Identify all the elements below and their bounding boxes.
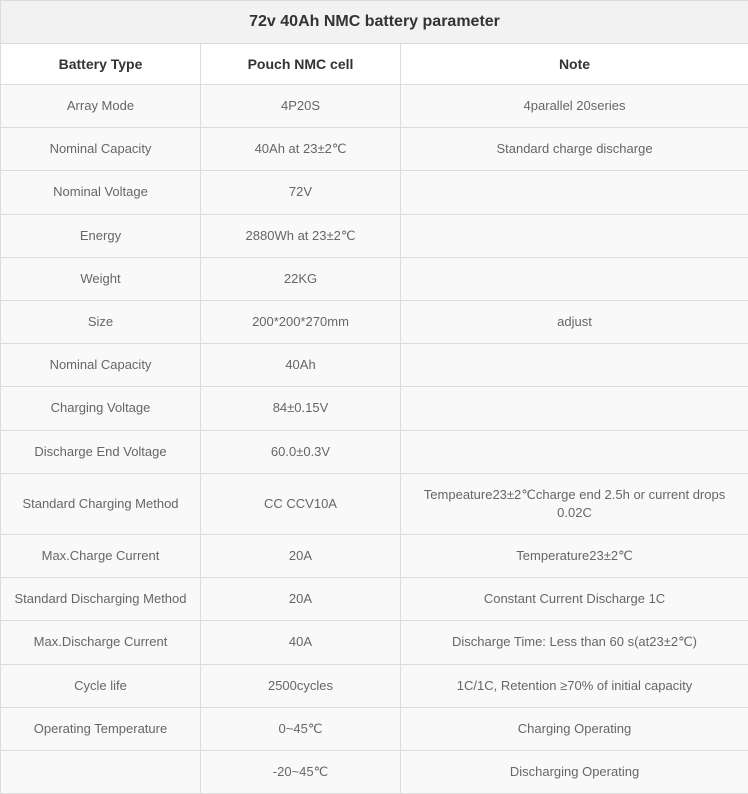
param-value-cell: 200*200*270mm: [201, 300, 401, 343]
param-name-cell: Cycle life: [1, 664, 201, 707]
param-note-cell: 1C/1C, Retention ≥70% of initial capacit…: [401, 664, 748, 707]
battery-parameter-table: 72v 40Ah NMC battery parameter Battery T…: [0, 0, 748, 794]
table-row: Energy 2880Wh at 23±2℃: [1, 214, 748, 257]
param-value-cell: 4P20S: [201, 85, 401, 128]
table-row: Max.Charge Current 20A Temperature23±2℃: [1, 535, 748, 578]
param-note-cell: Constant Current Discharge 1C: [401, 578, 748, 621]
header-cell: Note: [401, 44, 748, 85]
table-header-row: Battery Type Pouch NMC cell Note: [1, 44, 748, 85]
param-value-cell: 20A: [201, 535, 401, 578]
table-title-row: 72v 40Ah NMC battery parameter: [1, 1, 748, 44]
param-name-cell: Nominal Capacity: [1, 344, 201, 387]
table-row: Nominal Capacity 40Ah at 23±2℃ Standard …: [1, 128, 748, 171]
param-name-cell: Charging Voltage: [1, 387, 201, 430]
param-value-cell: 72V: [201, 171, 401, 214]
param-note-cell: adjust: [401, 300, 748, 343]
param-value-cell: 40A: [201, 621, 401, 664]
param-name-cell: Discharge End Voltage: [1, 430, 201, 473]
param-value-cell: 0~45℃: [201, 707, 401, 750]
param-note-cell: [401, 214, 748, 257]
param-name-cell: Weight: [1, 257, 201, 300]
param-name-cell: Max.Discharge Current: [1, 621, 201, 664]
table-row: Standard Discharging Method 20A Constant…: [1, 578, 748, 621]
param-value-cell: 2880Wh at 23±2℃: [201, 214, 401, 257]
param-name-cell: Max.Charge Current: [1, 535, 201, 578]
param-value-cell: 40Ah: [201, 344, 401, 387]
param-note-cell: Tempeature23±2℃charge end 2.5h or curren…: [401, 473, 748, 534]
table-row: Cycle life 2500cycles 1C/1C, Retention ≥…: [1, 664, 748, 707]
table-row: Size 200*200*270mm adjust: [1, 300, 748, 343]
param-name-cell: Nominal Capacity: [1, 128, 201, 171]
table-row: Nominal Voltage 72V: [1, 171, 748, 214]
param-note-cell: Charging Operating: [401, 707, 748, 750]
table-row: Operating Temperature 0~45℃ Charging Ope…: [1, 707, 748, 750]
table-row: Charging Voltage 84±0.15V: [1, 387, 748, 430]
param-note-cell: [401, 387, 748, 430]
param-name-cell: Size: [1, 300, 201, 343]
param-note-cell: [401, 430, 748, 473]
param-note-cell: [401, 344, 748, 387]
table-title: 72v 40Ah NMC battery parameter: [1, 1, 748, 44]
param-name-cell: Standard Charging Method: [1, 473, 201, 534]
param-value-cell: 60.0±0.3V: [201, 430, 401, 473]
table-row: Standard Charging Method CC CCV10A Tempe…: [1, 473, 748, 534]
table-row: Max.Discharge Current 40A Discharge Time…: [1, 621, 748, 664]
param-value-cell: 2500cycles: [201, 664, 401, 707]
param-note-cell: Discharge Time: Less than 60 s(at23±2℃): [401, 621, 748, 664]
param-name-cell: [1, 751, 201, 794]
param-note-cell: 4parallel 20series: [401, 85, 748, 128]
param-name-cell: Standard Discharging Method: [1, 578, 201, 621]
table-row: Nominal Capacity 40Ah: [1, 344, 748, 387]
table-row: Weight 22KG: [1, 257, 748, 300]
param-value-cell: CC CCV10A: [201, 473, 401, 534]
param-name-cell: Operating Temperature: [1, 707, 201, 750]
param-value-cell: -20~45℃: [201, 751, 401, 794]
param-name-cell: Energy: [1, 214, 201, 257]
table-row: Discharge End Voltage 60.0±0.3V: [1, 430, 748, 473]
param-note-cell: [401, 257, 748, 300]
param-note-cell: Standard charge discharge: [401, 128, 748, 171]
header-cell: Pouch NMC cell: [201, 44, 401, 85]
param-name-cell: Nominal Voltage: [1, 171, 201, 214]
param-note-cell: Discharging Operating: [401, 751, 748, 794]
header-cell: Battery Type: [1, 44, 201, 85]
table-row: Array Mode 4P20S 4parallel 20series: [1, 85, 748, 128]
param-value-cell: 22KG: [201, 257, 401, 300]
table-row: -20~45℃ Discharging Operating: [1, 751, 748, 794]
param-value-cell: 20A: [201, 578, 401, 621]
param-note-cell: Temperature23±2℃: [401, 535, 748, 578]
param-value-cell: 40Ah at 23±2℃: [201, 128, 401, 171]
param-name-cell: Array Mode: [1, 85, 201, 128]
param-note-cell: [401, 171, 748, 214]
param-value-cell: 84±0.15V: [201, 387, 401, 430]
